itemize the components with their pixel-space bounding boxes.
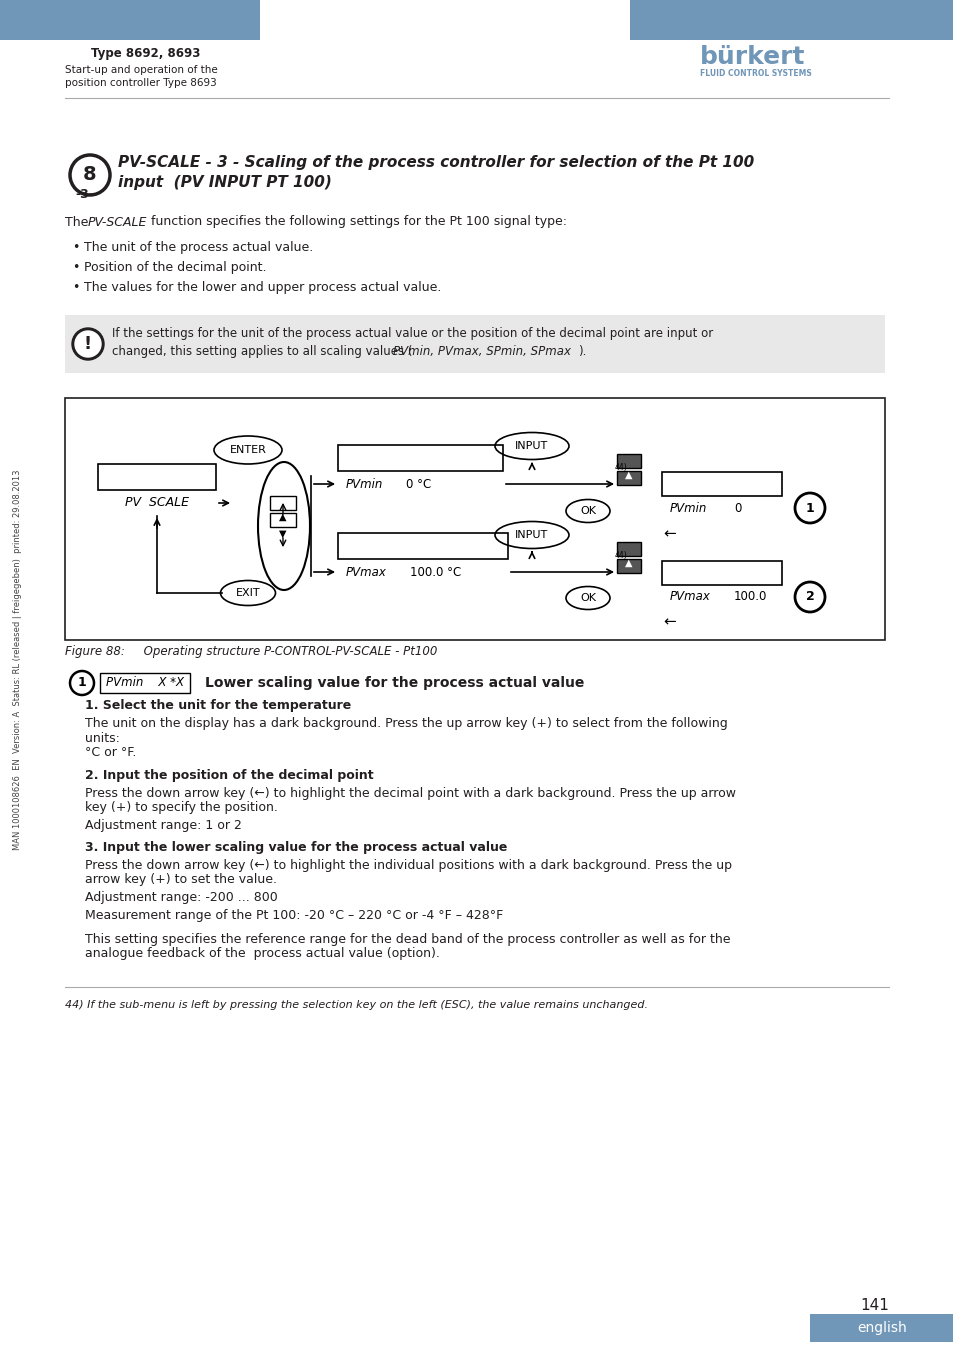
Text: arrow key (+) to set the value.: arrow key (+) to set the value. <box>85 873 276 887</box>
Text: 1. Select the unit for the temperature: 1. Select the unit for the temperature <box>85 699 351 713</box>
Text: 1: 1 <box>77 676 87 690</box>
Text: PVmin    X *X: PVmin X *X <box>106 676 184 690</box>
FancyBboxPatch shape <box>100 674 190 693</box>
Text: 44) If the sub-menu is left by pressing the selection key on the left (ESC), the: 44) If the sub-menu is left by pressing … <box>65 1000 647 1010</box>
Text: MAN 1000108626  EN  Version: A  Status: RL (released | freigegeben)  printed: 29: MAN 1000108626 EN Version: A Status: RL … <box>13 470 23 850</box>
Text: The unit of the process actual value.: The unit of the process actual value. <box>84 242 313 255</box>
Text: FLUID CONTROL SYSTEMS: FLUID CONTROL SYSTEMS <box>700 69 811 78</box>
FancyBboxPatch shape <box>65 315 884 373</box>
FancyBboxPatch shape <box>617 559 640 572</box>
Text: PVmax: PVmax <box>346 566 387 579</box>
Text: •: • <box>71 262 79 274</box>
Text: The unit on the display has a dark background. Press the up arrow key (+) to sel: The unit on the display has a dark backg… <box>85 717 727 730</box>
Text: 44): 44) <box>615 463 627 472</box>
Text: ).: ). <box>578 344 586 358</box>
FancyBboxPatch shape <box>337 446 502 471</box>
Text: ▼: ▼ <box>279 529 287 539</box>
FancyBboxPatch shape <box>617 454 640 468</box>
Text: 0: 0 <box>733 501 740 514</box>
Text: 141: 141 <box>860 1297 888 1312</box>
Text: 44): 44) <box>615 551 627 560</box>
Text: english: english <box>856 1322 906 1335</box>
Text: This setting specifies the reference range for the dead band of the process cont: This setting specifies the reference ran… <box>85 933 730 946</box>
FancyBboxPatch shape <box>629 0 953 40</box>
Text: °C or °F.: °C or °F. <box>85 745 136 759</box>
Text: 100.0: 100.0 <box>733 590 766 603</box>
FancyBboxPatch shape <box>708 28 716 36</box>
FancyBboxPatch shape <box>337 533 507 559</box>
Text: ENTER: ENTER <box>230 446 266 455</box>
Text: Lower scaling value for the process actual value: Lower scaling value for the process actu… <box>205 676 584 690</box>
Text: 1: 1 <box>804 501 814 514</box>
Text: PVmin: PVmin <box>669 501 706 514</box>
Text: analogue feedback of the  process actual value (option).: analogue feedback of the process actual … <box>85 948 439 960</box>
Text: ▼: ▼ <box>624 575 632 585</box>
Text: key (+) to specify the position.: key (+) to specify the position. <box>85 801 277 814</box>
Text: bürkert: bürkert <box>700 45 804 69</box>
Text: If the settings for the unit of the process actual value or the position of the : If the settings for the unit of the proc… <box>112 327 713 339</box>
Text: Figure 88:     Operating structure P-CONTROL-PV-SCALE - Pt100: Figure 88: Operating structure P-CONTROL… <box>65 645 436 659</box>
Text: ▲: ▲ <box>624 470 632 481</box>
Text: 100.0 °C: 100.0 °C <box>410 566 460 579</box>
Text: !: ! <box>84 335 92 352</box>
FancyBboxPatch shape <box>700 28 706 36</box>
Text: OK: OK <box>579 506 596 516</box>
FancyBboxPatch shape <box>65 398 884 640</box>
Text: 8: 8 <box>83 166 96 185</box>
Text: PVmin: PVmin <box>346 478 383 490</box>
Text: Adjustment range: 1 or 2: Adjustment range: 1 or 2 <box>85 818 242 832</box>
Text: •: • <box>71 282 79 294</box>
Text: PV-SCALE: PV-SCALE <box>88 216 147 228</box>
Text: input  (PV INPUT PT 100): input (PV INPUT PT 100) <box>118 176 332 190</box>
Text: 2: 2 <box>804 590 814 603</box>
Circle shape <box>75 331 101 356</box>
Text: The: The <box>65 216 92 228</box>
FancyBboxPatch shape <box>661 562 781 585</box>
Text: 3. Input the lower scaling value for the process actual value: 3. Input the lower scaling value for the… <box>85 841 507 855</box>
Text: Adjustment range: -200 ... 800: Adjustment range: -200 ... 800 <box>85 891 277 904</box>
Text: Type 8692, 8693: Type 8692, 8693 <box>91 46 200 59</box>
Text: •: • <box>71 242 79 255</box>
Text: function specifies the following settings for the Pt 100 signal type:: function specifies the following setting… <box>147 216 566 228</box>
FancyBboxPatch shape <box>720 28 769 32</box>
Text: ←: ← <box>662 614 675 629</box>
FancyBboxPatch shape <box>661 472 781 495</box>
Text: 2. Input the position of the decimal point: 2. Input the position of the decimal poi… <box>85 768 374 782</box>
FancyBboxPatch shape <box>617 541 640 556</box>
FancyBboxPatch shape <box>809 1314 953 1342</box>
Circle shape <box>71 328 104 360</box>
Text: INPUT: INPUT <box>515 531 548 540</box>
FancyBboxPatch shape <box>98 464 215 490</box>
Text: 0 °C: 0 °C <box>406 478 431 490</box>
FancyBboxPatch shape <box>718 28 724 36</box>
Text: PVmin, PVmax, SPmin, SPmax: PVmin, PVmax, SPmin, SPmax <box>393 344 571 358</box>
Text: -3-: -3- <box>75 188 93 201</box>
Text: PV  SCALE: PV SCALE <box>125 497 189 509</box>
Text: The values for the lower and upper process actual value.: The values for the lower and upper proce… <box>84 282 441 294</box>
FancyBboxPatch shape <box>270 513 295 526</box>
Text: units:: units: <box>85 732 120 744</box>
Text: PV-SCALE - 3 - Scaling of the process controller for selection of the Pt 100: PV-SCALE - 3 - Scaling of the process co… <box>118 154 754 170</box>
Text: ▲: ▲ <box>279 512 287 522</box>
Text: ▼: ▼ <box>624 487 632 497</box>
Text: Press the down arrow key (←) to highlight the individual positions with a dark b: Press the down arrow key (←) to highligh… <box>85 860 731 872</box>
Text: changed, this setting applies to all scaling values (: changed, this setting applies to all sca… <box>112 344 412 358</box>
Text: Position of the decimal point.: Position of the decimal point. <box>84 262 266 274</box>
FancyBboxPatch shape <box>270 495 295 510</box>
Text: OK: OK <box>579 593 596 603</box>
Text: ←: ← <box>662 526 675 541</box>
Text: INPUT: INPUT <box>515 441 548 451</box>
FancyBboxPatch shape <box>617 471 640 485</box>
FancyBboxPatch shape <box>0 0 260 40</box>
Text: Press the down arrow key (←) to highlight the decimal point with a dark backgrou: Press the down arrow key (←) to highligh… <box>85 787 735 799</box>
Text: Measurement range of the Pt 100: -20 °C – 220 °C or -4 °F – 428°F: Measurement range of the Pt 100: -20 °C … <box>85 910 503 922</box>
Text: PVmax: PVmax <box>669 590 710 603</box>
Text: Start-up and operation of the: Start-up and operation of the <box>65 65 217 76</box>
Text: ▲: ▲ <box>624 558 632 568</box>
Text: EXIT: EXIT <box>235 589 260 598</box>
Text: position controller Type 8693: position controller Type 8693 <box>65 78 216 88</box>
